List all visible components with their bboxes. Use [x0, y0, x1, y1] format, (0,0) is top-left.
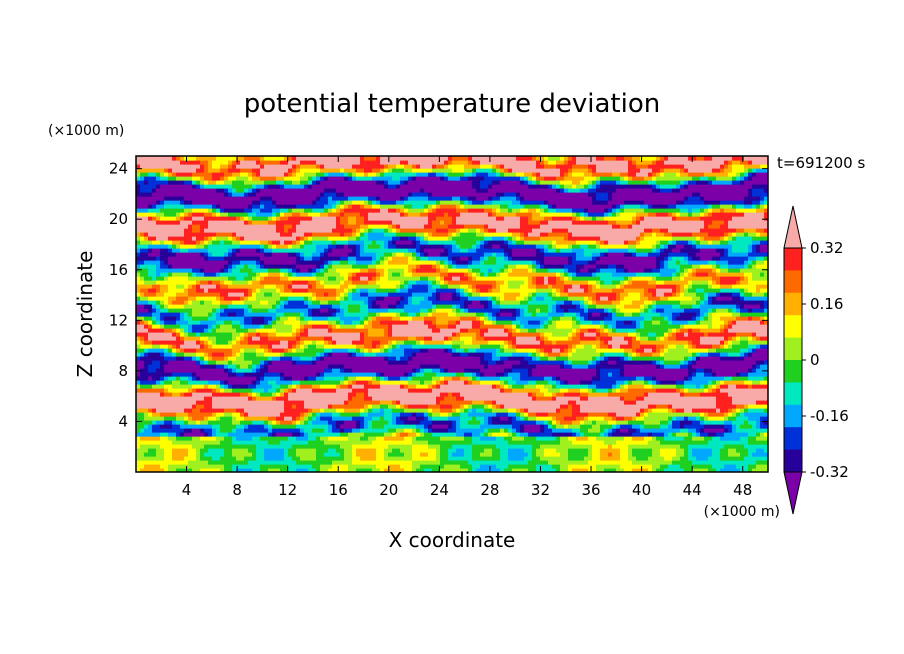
y-unit-label: (×1000 m) [48, 123, 124, 139]
colorbar-segment [784, 360, 802, 383]
time-label: t=691200 s [777, 154, 865, 172]
heatmap-field [136, 156, 768, 472]
x-tick-label: 8 [232, 481, 242, 499]
y-tick-label: 8 [118, 362, 128, 380]
y-axis-label: Z coordinate [73, 251, 97, 378]
colorbar-tick-label: 0 [810, 351, 820, 369]
x-unit-label: (×1000 m) [704, 504, 780, 520]
colorbar-extend-min [783, 471, 803, 515]
y-tick-label: 24 [109, 160, 128, 178]
x-tick-label: 36 [581, 481, 600, 499]
y-tick-label: 4 [118, 412, 128, 430]
colorbar-tick-label: -0.16 [810, 407, 849, 425]
x-tick-label: 4 [182, 481, 192, 499]
colorbar-segment [784, 427, 802, 450]
y-tick-label: 16 [109, 261, 128, 279]
x-tick-label: 44 [683, 481, 702, 499]
colorbar-tick-label: 0.16 [810, 295, 843, 313]
colorbar-segment [784, 337, 802, 361]
colorbar-segment [784, 315, 802, 338]
x-axis: 4 8 12 16 20 24 28 32 36 40 44 48 [182, 156, 752, 499]
x-axis-label: X coordinate [389, 528, 516, 552]
colorbar-extend-max [783, 205, 803, 249]
colorbar-segment [784, 292, 802, 316]
x-tick-label: 48 [733, 481, 752, 499]
y-tick-label: 20 [109, 210, 128, 228]
x-tick-label: 20 [379, 481, 398, 499]
colorbar-segment [784, 382, 802, 406]
x-tick-label: 24 [430, 481, 449, 499]
y-axis: 4 8 12 16 20 24 [109, 160, 768, 430]
colorbar-segment [784, 248, 802, 271]
colorbar: 0.32 0.16 0 -0.16 -0.32 [783, 205, 849, 515]
colorbar-segment [784, 449, 802, 473]
x-tick-label: 40 [632, 481, 651, 499]
x-tick-label: 32 [531, 481, 550, 499]
colorbar-segment [784, 404, 802, 428]
colorbar-tick-label: -0.32 [810, 463, 849, 481]
y-tick-label: 12 [109, 311, 128, 329]
plot-frame [135, 155, 769, 473]
x-tick-label: 16 [329, 481, 348, 499]
colorbar-tick-label: 0.32 [810, 239, 843, 257]
chart-title: potential temperature deviation [244, 89, 660, 119]
x-tick-label: 28 [480, 481, 499, 499]
x-tick-label: 12 [278, 481, 297, 499]
colorbar-segment [784, 270, 802, 294]
